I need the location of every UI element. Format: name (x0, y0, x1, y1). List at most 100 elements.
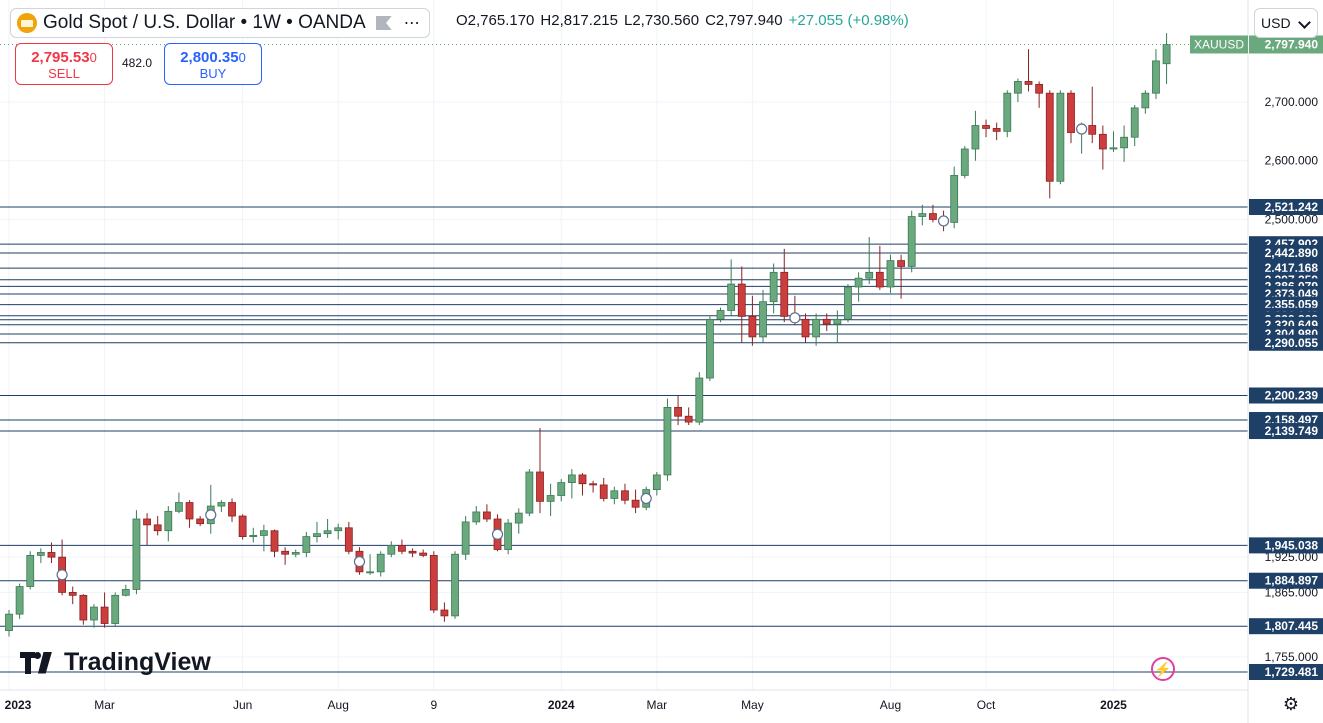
candle-body[interactable] (684, 415, 693, 423)
candle-body[interactable] (1162, 44, 1171, 65)
candle-body[interactable] (376, 553, 385, 573)
candle-body[interactable] (1141, 92, 1150, 109)
candle-body[interactable] (695, 377, 704, 423)
candle-body[interactable] (100, 606, 109, 624)
candle-body[interactable] (143, 518, 151, 526)
candle-body[interactable] (5, 613, 13, 631)
event-marker[interactable] (789, 312, 801, 324)
candle-body[interactable] (674, 406, 682, 417)
candle-body[interactable] (164, 510, 173, 532)
candle-body[interactable] (47, 552, 56, 558)
gear-icon[interactable]: ⚙ (1282, 694, 1300, 714)
candle-body[interactable] (929, 213, 937, 220)
candle-body[interactable] (706, 318, 714, 379)
candle-body[interactable] (1003, 92, 1012, 132)
candle-body[interactable] (971, 125, 980, 150)
candle-body[interactable] (79, 594, 88, 621)
candle-body[interactable] (844, 286, 852, 320)
candle-body[interactable] (589, 483, 597, 486)
candle-body[interactable] (514, 512, 523, 524)
candle-body[interactable] (950, 175, 959, 223)
candle-body[interactable] (567, 474, 576, 483)
candle-body[interactable] (313, 533, 321, 538)
candle-body[interactable] (1098, 133, 1107, 150)
hide-indicator-icon[interactable] (375, 16, 392, 30)
more-options-icon[interactable]: ⋯ (403, 15, 421, 32)
candle-body[interactable] (982, 125, 990, 129)
symbol-legend[interactable]: Gold Spot / U.S. Dollar • 1W • OANDA ⋯ (10, 8, 430, 38)
candle-body[interactable] (992, 128, 1001, 132)
candle-body[interactable] (185, 502, 194, 520)
candle-body[interactable] (26, 554, 35, 587)
candle-body[interactable] (536, 471, 544, 502)
candle-body[interactable] (1035, 83, 1044, 94)
candle-body[interactable] (631, 499, 640, 508)
candle-body[interactable] (759, 301, 767, 338)
candle-body[interactable] (610, 490, 619, 499)
candle-body[interactable] (557, 482, 566, 496)
candle-body[interactable] (801, 318, 810, 338)
candle-body[interactable] (748, 315, 757, 338)
buy-button[interactable]: 2,800.350 BUY (164, 43, 262, 85)
candle-body[interactable] (398, 545, 406, 552)
candle-body[interactable] (323, 530, 332, 535)
candle-body[interactable] (121, 589, 130, 596)
candle-body[interactable] (90, 606, 98, 621)
candle-body[interactable] (854, 277, 863, 288)
candle-body[interactable] (812, 318, 821, 338)
candle-body[interactable] (822, 318, 831, 325)
candle-body[interactable] (1067, 92, 1075, 133)
candle-body[interactable] (716, 310, 725, 320)
candle-body[interactable] (387, 545, 396, 555)
event-marker[interactable] (937, 215, 950, 227)
candle-body[interactable] (769, 271, 778, 303)
candle-body[interactable] (727, 283, 736, 311)
candle-body[interactable] (780, 271, 789, 317)
candle-body[interactable] (1024, 81, 1033, 85)
candle-body[interactable] (1088, 125, 1097, 135)
sell-button[interactable]: 2,795.530 SELL (15, 43, 113, 85)
candle-body[interactable] (344, 527, 353, 552)
candle-body[interactable] (621, 490, 629, 501)
candle-body[interactable] (270, 530, 279, 552)
candle-body[interactable] (175, 502, 183, 512)
candle-body[interactable] (1109, 147, 1118, 150)
candle-body[interactable] (249, 535, 258, 538)
candle-body[interactable] (875, 271, 884, 288)
price-scale[interactable] (1248, 0, 1323, 723)
currency-select[interactable]: USD (1254, 8, 1318, 38)
candle-body[interactable] (429, 554, 438, 611)
candle-body[interactable] (1130, 107, 1139, 138)
candle-body[interactable] (15, 586, 24, 615)
tradingview-logo[interactable]: TradingView (20, 648, 211, 677)
event-marker[interactable] (491, 528, 504, 540)
candle-body[interactable] (419, 552, 428, 556)
candle-body[interactable] (1045, 92, 1054, 182)
candle-body[interactable] (546, 495, 555, 502)
candle-body[interactable] (196, 518, 205, 525)
event-marker[interactable] (56, 569, 68, 581)
candle-body[interactable] (897, 260, 905, 267)
candle-body[interactable] (578, 474, 587, 485)
candle-body[interactable] (504, 522, 513, 550)
candle-body[interactable] (217, 502, 226, 507)
candle-body[interactable] (291, 552, 300, 555)
candle-body[interactable] (153, 524, 162, 532)
candle-body[interactable] (663, 406, 672, 476)
candle-body[interactable] (1014, 81, 1022, 94)
candle-body[interactable] (408, 550, 417, 554)
candle-body[interactable] (886, 260, 895, 288)
candle-body[interactable] (652, 474, 661, 491)
candle-body[interactable] (472, 511, 481, 523)
candle-body[interactable] (599, 484, 608, 499)
candle-body[interactable] (865, 271, 874, 279)
candle-body[interactable] (482, 511, 491, 520)
event-marker[interactable] (205, 509, 217, 521)
candle-body[interactable] (525, 471, 534, 514)
candle-body[interactable] (36, 552, 45, 556)
lightning-icon[interactable]: ⚡ (1151, 657, 1175, 681)
candle-body[interactable] (259, 530, 268, 536)
candle-body[interactable] (907, 216, 916, 267)
candle-body[interactable] (918, 213, 927, 217)
candle-body[interactable] (111, 594, 120, 624)
